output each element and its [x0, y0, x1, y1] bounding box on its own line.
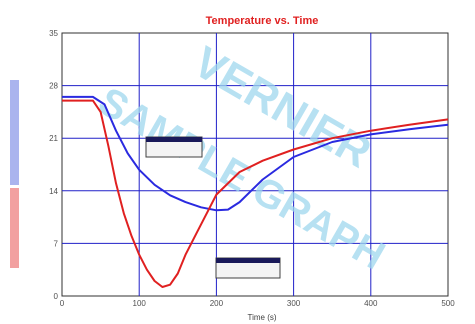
legend-swatch-red	[10, 188, 19, 268]
annotations	[145, 136, 281, 279]
y-tick-label: 14	[49, 187, 58, 196]
legend-swatch-blue	[10, 80, 19, 185]
annotation-box-2-header	[216, 258, 280, 263]
x-tick-label: 200	[210, 299, 224, 308]
tick-labels: 0 100 200 300 400 500 0 7 14 21 28 35	[49, 29, 455, 308]
y-tick-label: 35	[49, 29, 58, 38]
series-line-1	[62, 95, 449, 212]
x-tick-label: 400	[364, 299, 378, 308]
x-tick-label: 0	[60, 299, 65, 308]
x-tick-label: 300	[287, 299, 301, 308]
y-tick-label: 21	[49, 134, 58, 143]
y-tick-label: 7	[54, 239, 59, 248]
y-tick-label: 0	[54, 292, 59, 301]
series-lines	[62, 95, 449, 288]
y-tick-label: 28	[49, 82, 58, 91]
chart-title: Temperature vs. Time	[206, 15, 319, 27]
legend	[10, 80, 19, 268]
x-axis-label: Time (s)	[247, 313, 276, 322]
series-line-2	[62, 99, 449, 288]
x-tick-label: 500	[441, 299, 455, 308]
annotation-box-1-header	[146, 137, 202, 142]
x-tick-label: 100	[133, 299, 147, 308]
